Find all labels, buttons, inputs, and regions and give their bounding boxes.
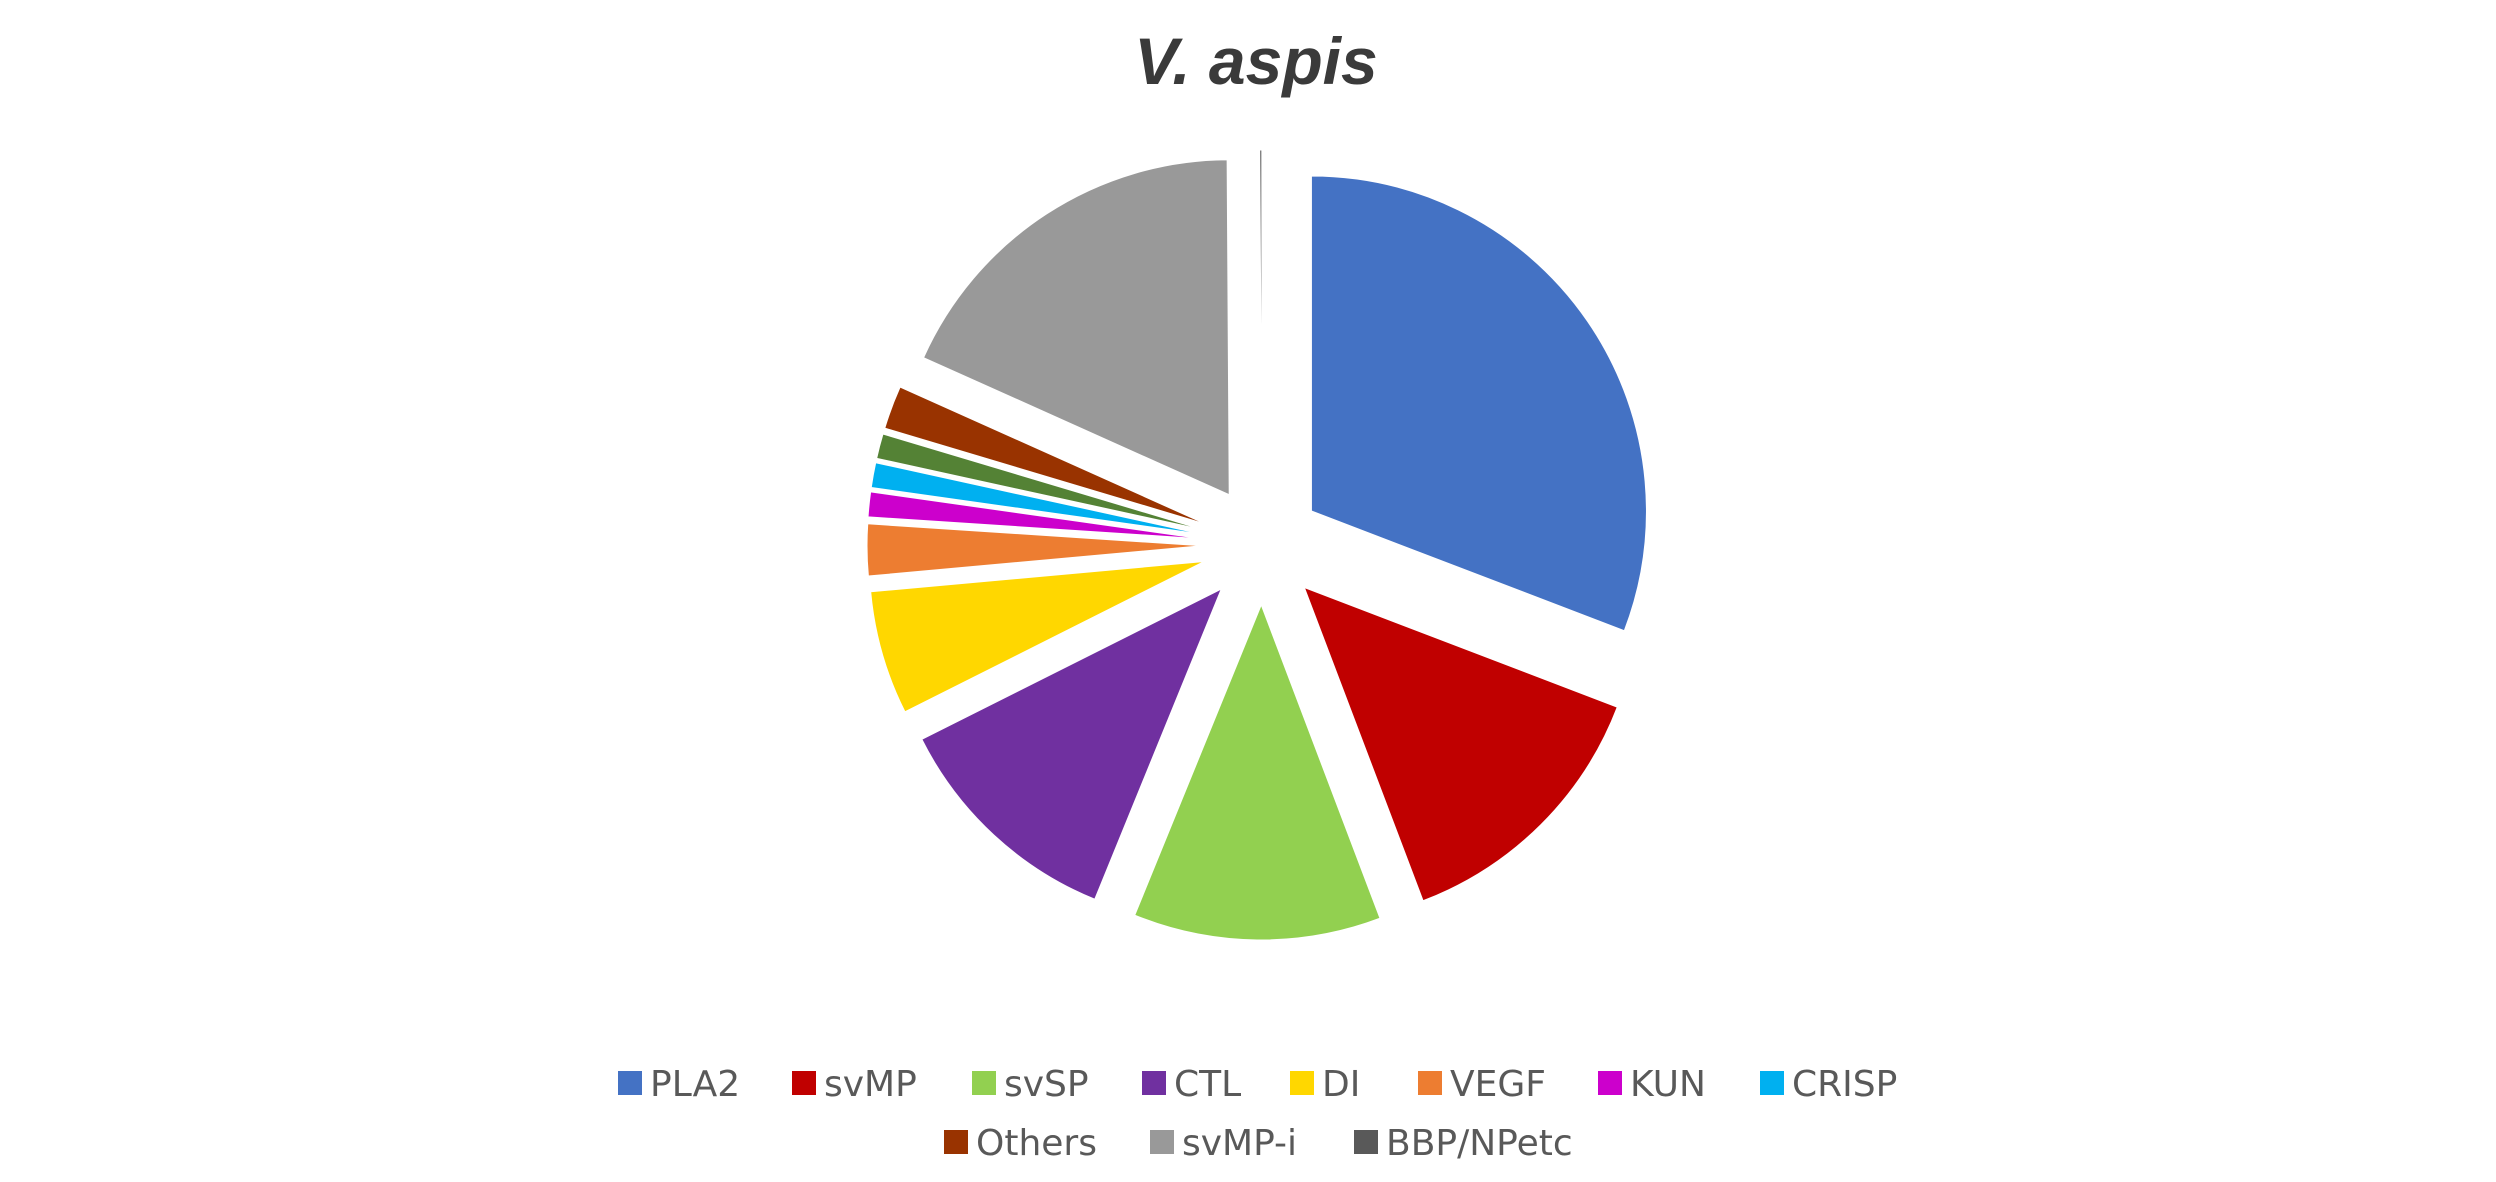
pie-slice-unlabeled-8 xyxy=(876,433,1205,531)
legend-item-ctl: CTL xyxy=(1142,1064,1241,1105)
legend-label: svSP xyxy=(1004,1064,1089,1105)
legend-swatch xyxy=(1760,1071,1784,1095)
legend-swatch xyxy=(792,1071,816,1095)
legend-swatch xyxy=(1150,1130,1174,1154)
legend-item-crisp: CRISP xyxy=(1760,1064,1897,1105)
legend-item-svmp-i: svMP-i xyxy=(1150,1123,1297,1164)
legend-label: CRISP xyxy=(1792,1064,1897,1105)
legend-swatch xyxy=(1290,1071,1314,1095)
legend-item-bbp-npetc: BBP/NPetc xyxy=(1354,1123,1573,1164)
pie-slice-kun xyxy=(867,491,1203,540)
legend-item-kun: KUN xyxy=(1598,1064,1706,1105)
legend-item-svsp: svSP xyxy=(972,1064,1089,1105)
legend-swatch xyxy=(1142,1071,1166,1095)
pie-slice-pla2 xyxy=(1310,175,1647,632)
legend-label: BBP/NPetc xyxy=(1386,1123,1573,1164)
pie-slice-di xyxy=(870,560,1205,713)
legend-label: PLA2 xyxy=(650,1064,740,1105)
legend-swatch xyxy=(1418,1071,1442,1095)
legend-label: Others xyxy=(976,1123,1097,1164)
pie-slices xyxy=(866,149,1647,941)
pie-slice-vegf xyxy=(866,523,1203,577)
legend: PLA2 svMP svSP CTL DI VEGF KUN CRISP Others svMP-… xyxy=(618,1064,1897,1164)
legend-label: svMP-i xyxy=(1182,1123,1297,1164)
legend-item-others: Others xyxy=(944,1123,1097,1164)
chart-title: V. aspis xyxy=(1134,24,1377,98)
legend-swatch xyxy=(944,1130,968,1154)
pie-slice-ctl xyxy=(921,588,1223,900)
legend-item-vegf: VEGF xyxy=(1418,1064,1546,1105)
legend-swatch xyxy=(1598,1071,1622,1095)
legend-label: CTL xyxy=(1174,1064,1241,1105)
pie-slice-bbp-npetc xyxy=(1259,149,1263,486)
legend-swatch xyxy=(1354,1130,1378,1154)
legend-item-di: DI xyxy=(1290,1064,1360,1105)
legend-swatch xyxy=(972,1071,996,1095)
legend-item-pla2: PLA2 xyxy=(618,1064,740,1105)
legend-label: KUN xyxy=(1630,1064,1706,1105)
legend-item-svmp: svMP xyxy=(792,1064,917,1105)
pie-slice-others xyxy=(884,386,1206,525)
legend-label: DI xyxy=(1322,1064,1360,1105)
pie-slice-svmp xyxy=(1303,586,1618,902)
pie-slice-svsp xyxy=(1134,603,1381,941)
legend-label: VEGF xyxy=(1450,1064,1546,1105)
pie-slice-crisp xyxy=(870,462,1204,535)
pie-slice-svmp-i xyxy=(922,159,1230,496)
legend-swatch xyxy=(618,1071,642,1095)
legend-label: svMP xyxy=(824,1064,917,1105)
